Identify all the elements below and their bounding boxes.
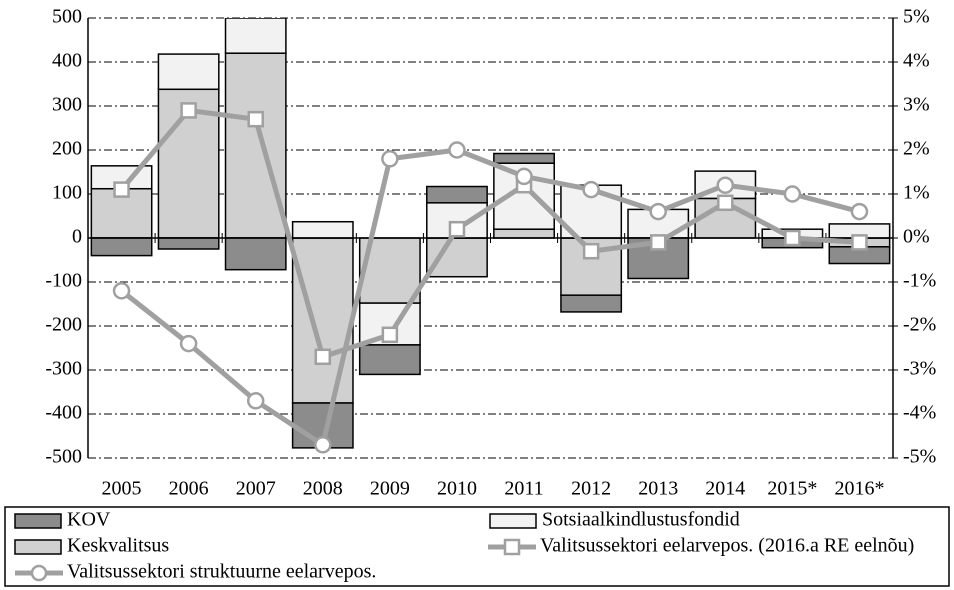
x-tick-label: 2009 — [370, 478, 410, 500]
marker — [783, 185, 802, 203]
x-tick-label: 2011 — [504, 478, 543, 500]
legend-label: Valitsussektori eelarvepos. (2016.a RE e… — [540, 535, 914, 557]
y2-tick-label: -5% — [903, 446, 936, 468]
bar-segment — [224, 18, 287, 54]
marker — [850, 202, 869, 221]
line — [119, 147, 861, 449]
y-tick-label: -200 — [45, 314, 82, 336]
marker — [247, 110, 264, 128]
legend-label: KOV — [67, 509, 111, 531]
bar-segment — [157, 53, 220, 91]
marker — [716, 176, 735, 194]
marker — [448, 220, 466, 238]
x-tick-label: 2006 — [169, 478, 209, 500]
bar-segment — [291, 237, 354, 404]
y-tick-label: -300 — [45, 358, 82, 380]
line — [119, 107, 860, 360]
legend-swatch — [14, 539, 62, 555]
marker — [112, 282, 131, 300]
bar-segment — [224, 237, 287, 271]
bar-segment — [493, 228, 555, 239]
marker — [381, 326, 399, 344]
marker — [582, 242, 600, 260]
marker — [179, 334, 198, 353]
x-tick-label: 2014 — [705, 478, 745, 500]
bar-segment — [224, 52, 287, 239]
legend-label: Sotsiaalkindlustusfondid — [542, 509, 740, 531]
marker — [851, 234, 868, 251]
bar-segment — [493, 152, 555, 164]
marker — [649, 202, 667, 221]
y2-tick-label: 2% — [903, 138, 930, 160]
y-tick-label: 100 — [52, 182, 82, 204]
bar-segment — [426, 237, 488, 278]
y2-tick-label: 3% — [903, 94, 930, 116]
x-tick-label: 2013 — [638, 478, 678, 500]
marker — [314, 348, 332, 366]
x-tick-label: 2007 — [236, 478, 276, 500]
legend-swatch — [489, 513, 537, 529]
bar-segment — [358, 344, 421, 376]
y-tick-label: 200 — [52, 138, 82, 160]
y-tick-label: 0 — [72, 226, 82, 248]
marker — [113, 181, 130, 198]
x-tick-label: 2010 — [437, 478, 477, 500]
y2-tick-label: 5% — [903, 6, 930, 28]
marker — [649, 234, 667, 251]
legend-swatch — [14, 513, 62, 529]
x-tick-label: 2012 — [571, 478, 611, 500]
y2-tick-label: 4% — [903, 50, 930, 72]
y2-tick-label: -3% — [903, 358, 936, 380]
y2-tick-label: 0% — [903, 226, 930, 248]
x-tick-label: 2008 — [303, 478, 343, 500]
y-tick-label: -400 — [45, 402, 82, 424]
marker — [717, 194, 734, 212]
marker — [381, 150, 399, 168]
bar-segment — [560, 294, 623, 313]
bar-segment — [426, 185, 488, 204]
y2-tick-label: -4% — [903, 402, 936, 424]
bar-segment — [157, 237, 220, 250]
y2-tick-label: -2% — [903, 314, 936, 336]
marker — [448, 141, 466, 159]
x-tick-label: 2005 — [102, 478, 142, 500]
marker — [582, 180, 600, 199]
y-tick-label: 300 — [52, 94, 82, 116]
y2-tick-label: 1% — [903, 182, 930, 204]
legend-marker — [503, 538, 521, 556]
x-tick-label: 2016* — [834, 478, 884, 500]
y-tick-label: -100 — [45, 270, 82, 292]
marker — [784, 229, 801, 247]
legend-box — [4, 506, 950, 587]
marker — [314, 436, 332, 454]
marker — [515, 167, 533, 186]
bar-segment — [90, 237, 153, 257]
y-tick-label: 500 — [52, 6, 82, 28]
y2-tick-label: -1% — [903, 270, 936, 292]
legend-label: Valitsussektori struktuurne eelarvepos. — [67, 561, 376, 583]
y-tick-label: -500 — [45, 446, 82, 468]
marker — [246, 392, 265, 410]
bar-segment — [291, 220, 354, 239]
legend-marker — [30, 564, 48, 582]
x-tick-label: 2015* — [767, 478, 817, 500]
legend-label: Keskvalitsus — [67, 535, 169, 557]
marker — [180, 102, 197, 119]
y-tick-label: 400 — [52, 50, 82, 72]
